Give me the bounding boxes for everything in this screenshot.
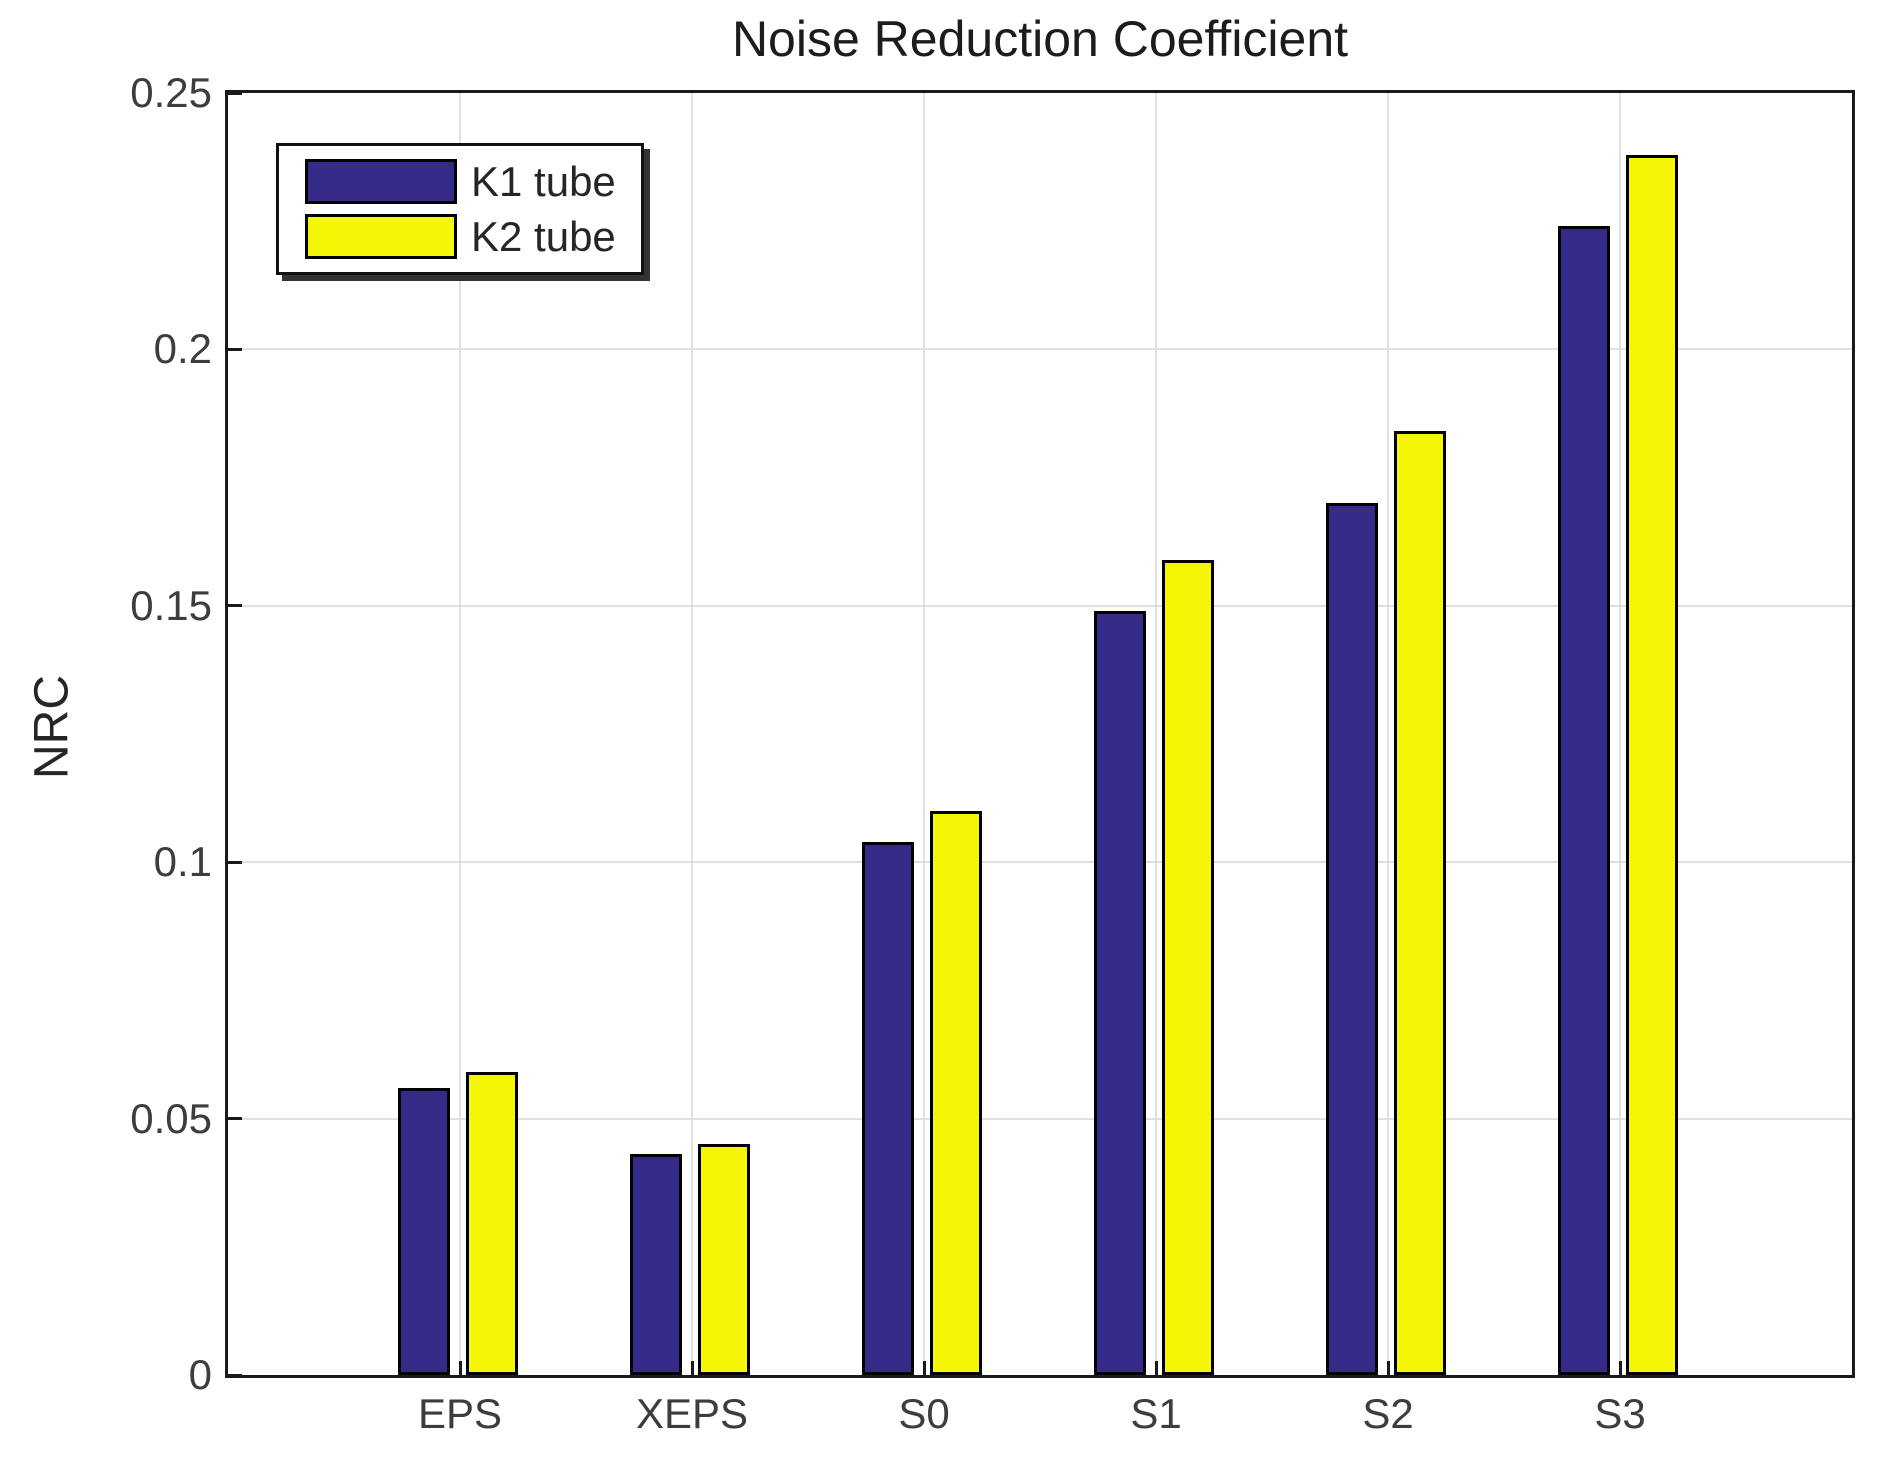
y-axis-tick-label-0.25: 0.25 (130, 69, 212, 116)
legend: K1 tube K2 tube (276, 143, 644, 275)
bar-EPS-K1-tube (398, 1087, 450, 1375)
y-axis-tick-label-0: 0 (188, 1351, 212, 1398)
legend-label-k2-tube: K2 tube (471, 213, 616, 260)
h-gridline-0.2 (228, 348, 1852, 351)
v-gridline-S2 (1387, 93, 1389, 1375)
bar-EPS-K2-tube (466, 1072, 518, 1375)
plot-box (225, 90, 1855, 1378)
bar-S3-K1-tube (1558, 226, 1610, 1375)
x-axis-tick-XEPS (690, 1361, 694, 1375)
chart-title: Noise Reduction Coefficient (731, 11, 1349, 67)
x-axis-tick-label-S2: S2 (1362, 1390, 1414, 1437)
v-gridline-EPS (459, 93, 461, 1375)
bar-XEPS-K2-tube (698, 1144, 750, 1375)
y-axis-tick-0.2 (228, 347, 242, 351)
bar-S2-K1-tube (1326, 503, 1378, 1375)
h-gridline-0.05 (228, 1117, 1852, 1120)
h-gridline-0.15 (228, 604, 1852, 607)
x-axis-tick-EPS (458, 1361, 462, 1375)
x-axis-tick-label-XEPS: XEPS (635, 1390, 749, 1437)
x-axis-tick-label-S1: S1 (1130, 1390, 1182, 1437)
bar-S1-K1-tube (1094, 610, 1146, 1375)
legend-swatch-k1-tube (305, 159, 457, 204)
y-axis-tick-0 (228, 1373, 242, 1377)
legend-swatch-k2-tube (305, 214, 457, 259)
y-axis-tick-0.1 (228, 860, 242, 864)
x-axis-tick-label-EPS: EPS (417, 1390, 503, 1437)
v-gridline-S3 (1619, 93, 1621, 1375)
x-axis-tick-S0 (922, 1361, 926, 1375)
legend-label-k1-tube: K1 tube (471, 158, 616, 205)
bar-S0-K2-tube (930, 810, 982, 1375)
y-axis-tick-0.15 (228, 604, 242, 608)
x-axis-tick-S2 (1386, 1361, 1390, 1375)
x-axis-tick-S3 (1618, 1361, 1622, 1375)
bar-S1-K2-tube (1162, 559, 1214, 1375)
v-gridline-XEPS (691, 93, 693, 1375)
y-axis-tick-label-0.15: 0.15 (130, 581, 212, 629)
y-axis-tick-label-0.2: 0.2 (153, 325, 212, 373)
bar-S0-K1-tube (862, 841, 914, 1375)
h-gridline-0.1 (228, 861, 1852, 864)
x-axis-tick-label-S3: S3 (1594, 1390, 1646, 1437)
y-axis-label: NRC (25, 675, 79, 779)
y-axis-tick-label-0.1: 0.1 (153, 838, 212, 886)
y-axis-tick-0.25 (228, 91, 242, 95)
bar-S2-K2-tube (1394, 431, 1446, 1375)
x-axis-tick-S1 (1154, 1361, 1158, 1375)
bar-XEPS-K1-tube (630, 1154, 682, 1375)
v-gridline-S0 (923, 93, 925, 1375)
v-gridline-S1 (1155, 93, 1157, 1375)
y-axis-tick-label-0.05: 0.05 (130, 1094, 212, 1142)
y-axis-tick-0.05 (228, 1117, 242, 1121)
x-axis-tick-label-S0: S0 (898, 1390, 950, 1437)
bar-S3-K2-tube (1626, 154, 1678, 1375)
